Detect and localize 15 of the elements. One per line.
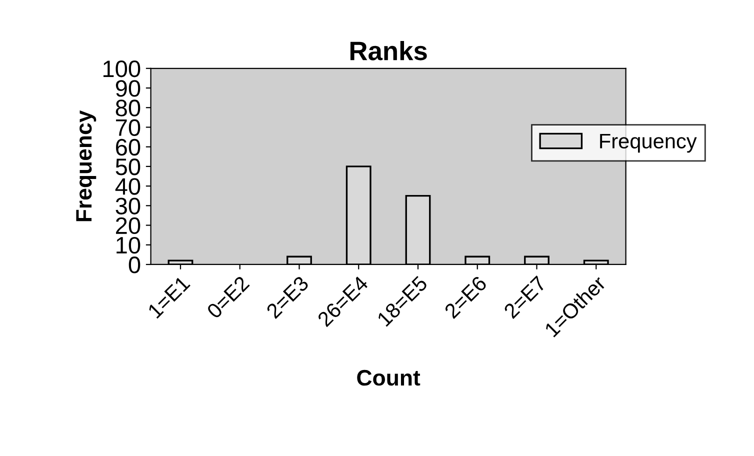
y-tick-label: 40 bbox=[115, 178, 140, 195]
y-axis-title: Frequency bbox=[76, 110, 96, 222]
y-tick-label: 0 bbox=[128, 256, 140, 274]
y-tick-label: 30 bbox=[116, 198, 140, 214]
y-tick-label: 100 bbox=[103, 60, 140, 78]
y-tick-label: 50 bbox=[116, 158, 140, 176]
x-axis-title: Count bbox=[357, 370, 420, 386]
legend-label: Frequency bbox=[600, 134, 697, 153]
chart-title: Ranks bbox=[350, 40, 427, 60]
y-tick-label: 20 bbox=[116, 217, 140, 234]
y-tick-label: 90 bbox=[116, 80, 140, 97]
y-tick-label: 70 bbox=[116, 119, 140, 136]
y-tick-label: 60 bbox=[116, 138, 140, 156]
y-tick-label: 80 bbox=[116, 100, 140, 116]
y-tick-label: 10 bbox=[116, 236, 140, 254]
